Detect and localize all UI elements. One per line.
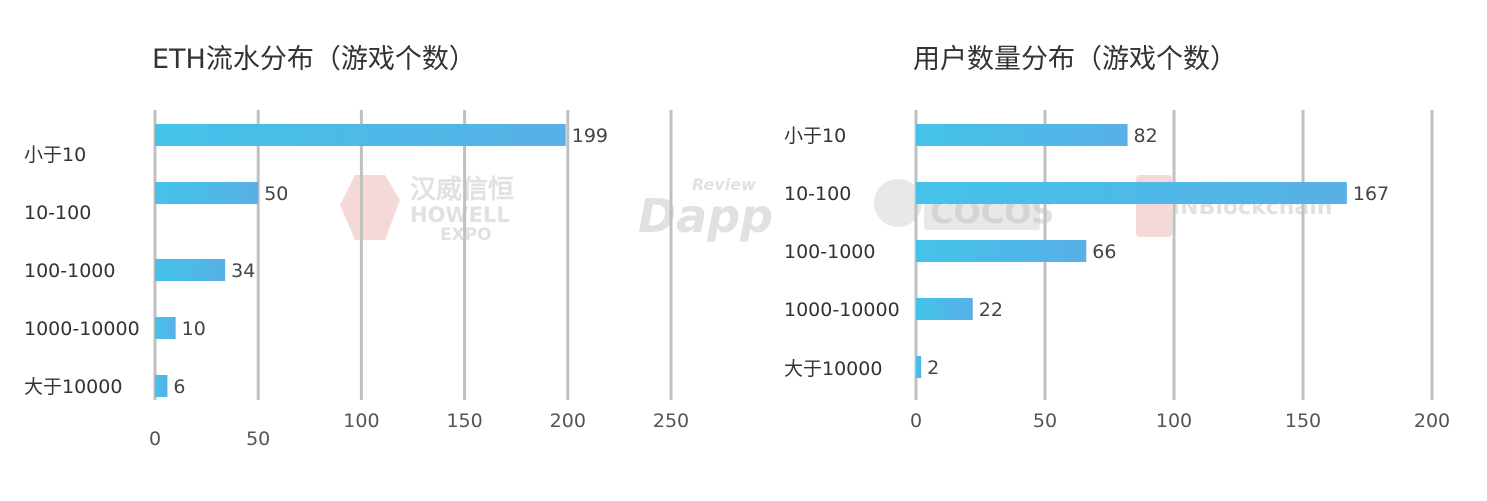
category-label: 小于10 (784, 125, 846, 147)
watermark-howell-en1: HOWELL (410, 203, 510, 227)
data-label: 50 (264, 183, 288, 205)
category-label: 大于10000 (24, 376, 122, 398)
x-tick-label: 150 (1285, 410, 1321, 432)
category-label: 小于10 (24, 144, 86, 166)
chart-title: 用户数量分布（游戏个数） (913, 44, 1237, 75)
watermark-dapp: Review Dapp (638, 175, 773, 243)
gridlines (153, 110, 673, 400)
x-tick-label: 50 (246, 428, 270, 450)
bar (916, 240, 1087, 262)
category-label: 100-1000 (24, 260, 115, 282)
value-labels: 199 50 34 10 6 (173, 125, 608, 398)
x-tick-label: 50 (1033, 410, 1057, 432)
category-label: 1000-10000 (24, 318, 140, 340)
x-tick-label: 250 (653, 410, 689, 432)
bar (155, 259, 226, 281)
x-tick-label: 200 (1414, 410, 1450, 432)
x-tick-label: 150 (446, 410, 482, 432)
data-label: 6 (173, 376, 185, 398)
chart-title: ETH流水分布（游戏个数） (152, 44, 476, 75)
bar (916, 298, 973, 320)
category-label: 10-100 (24, 202, 91, 224)
x-tick-label: 200 (550, 410, 586, 432)
watermark-dapp-big: Dapp (638, 189, 773, 243)
data-label: 199 (572, 125, 608, 147)
bar (916, 182, 1347, 204)
category-label: 100-1000 (784, 241, 875, 263)
data-label: 34 (231, 260, 255, 282)
data-label: 2 (927, 357, 939, 379)
bar (155, 375, 168, 397)
watermark-howell-cn: 汉威信恒 (410, 174, 514, 205)
bar (155, 124, 566, 146)
bar (916, 356, 922, 378)
x-tick-label: 0 (910, 410, 922, 432)
data-label: 66 (1092, 241, 1116, 263)
x-tick-label: 0 (149, 428, 161, 450)
watermark-howell: 汉威信恒 HOWELL EXPO (340, 174, 514, 245)
x-tick-label: 100 (343, 410, 379, 432)
x-axis-ticks: 0 50 100 150 200 250 (149, 410, 689, 450)
bars (155, 124, 566, 397)
category-labels: 小于10 10-100 100-1000 1000-10000 大于10000 (24, 144, 140, 398)
category-label: 1000-10000 (784, 299, 900, 321)
watermark-dapp-small: Review (692, 175, 756, 194)
x-axis-ticks: 0 50 100 150 200 (910, 410, 1450, 432)
eth-flow-chart: ETH流水分布（游戏个数） 199 50 34 10 6 小于10 10-100 100-1… (24, 44, 689, 450)
data-label: 10 (182, 318, 206, 340)
data-label: 22 (979, 299, 1003, 321)
data-label: 167 (1353, 183, 1389, 205)
bar (155, 182, 259, 204)
bar (155, 317, 176, 339)
bars (916, 124, 1347, 378)
data-label: 82 (1134, 125, 1158, 147)
category-label: 10-100 (784, 183, 851, 205)
category-labels: 小于10 10-100 100-1000 1000-10000 大于10000 (784, 125, 900, 380)
x-tick-label: 100 (1156, 410, 1192, 432)
bar (916, 124, 1128, 146)
category-label: 大于10000 (784, 358, 882, 380)
